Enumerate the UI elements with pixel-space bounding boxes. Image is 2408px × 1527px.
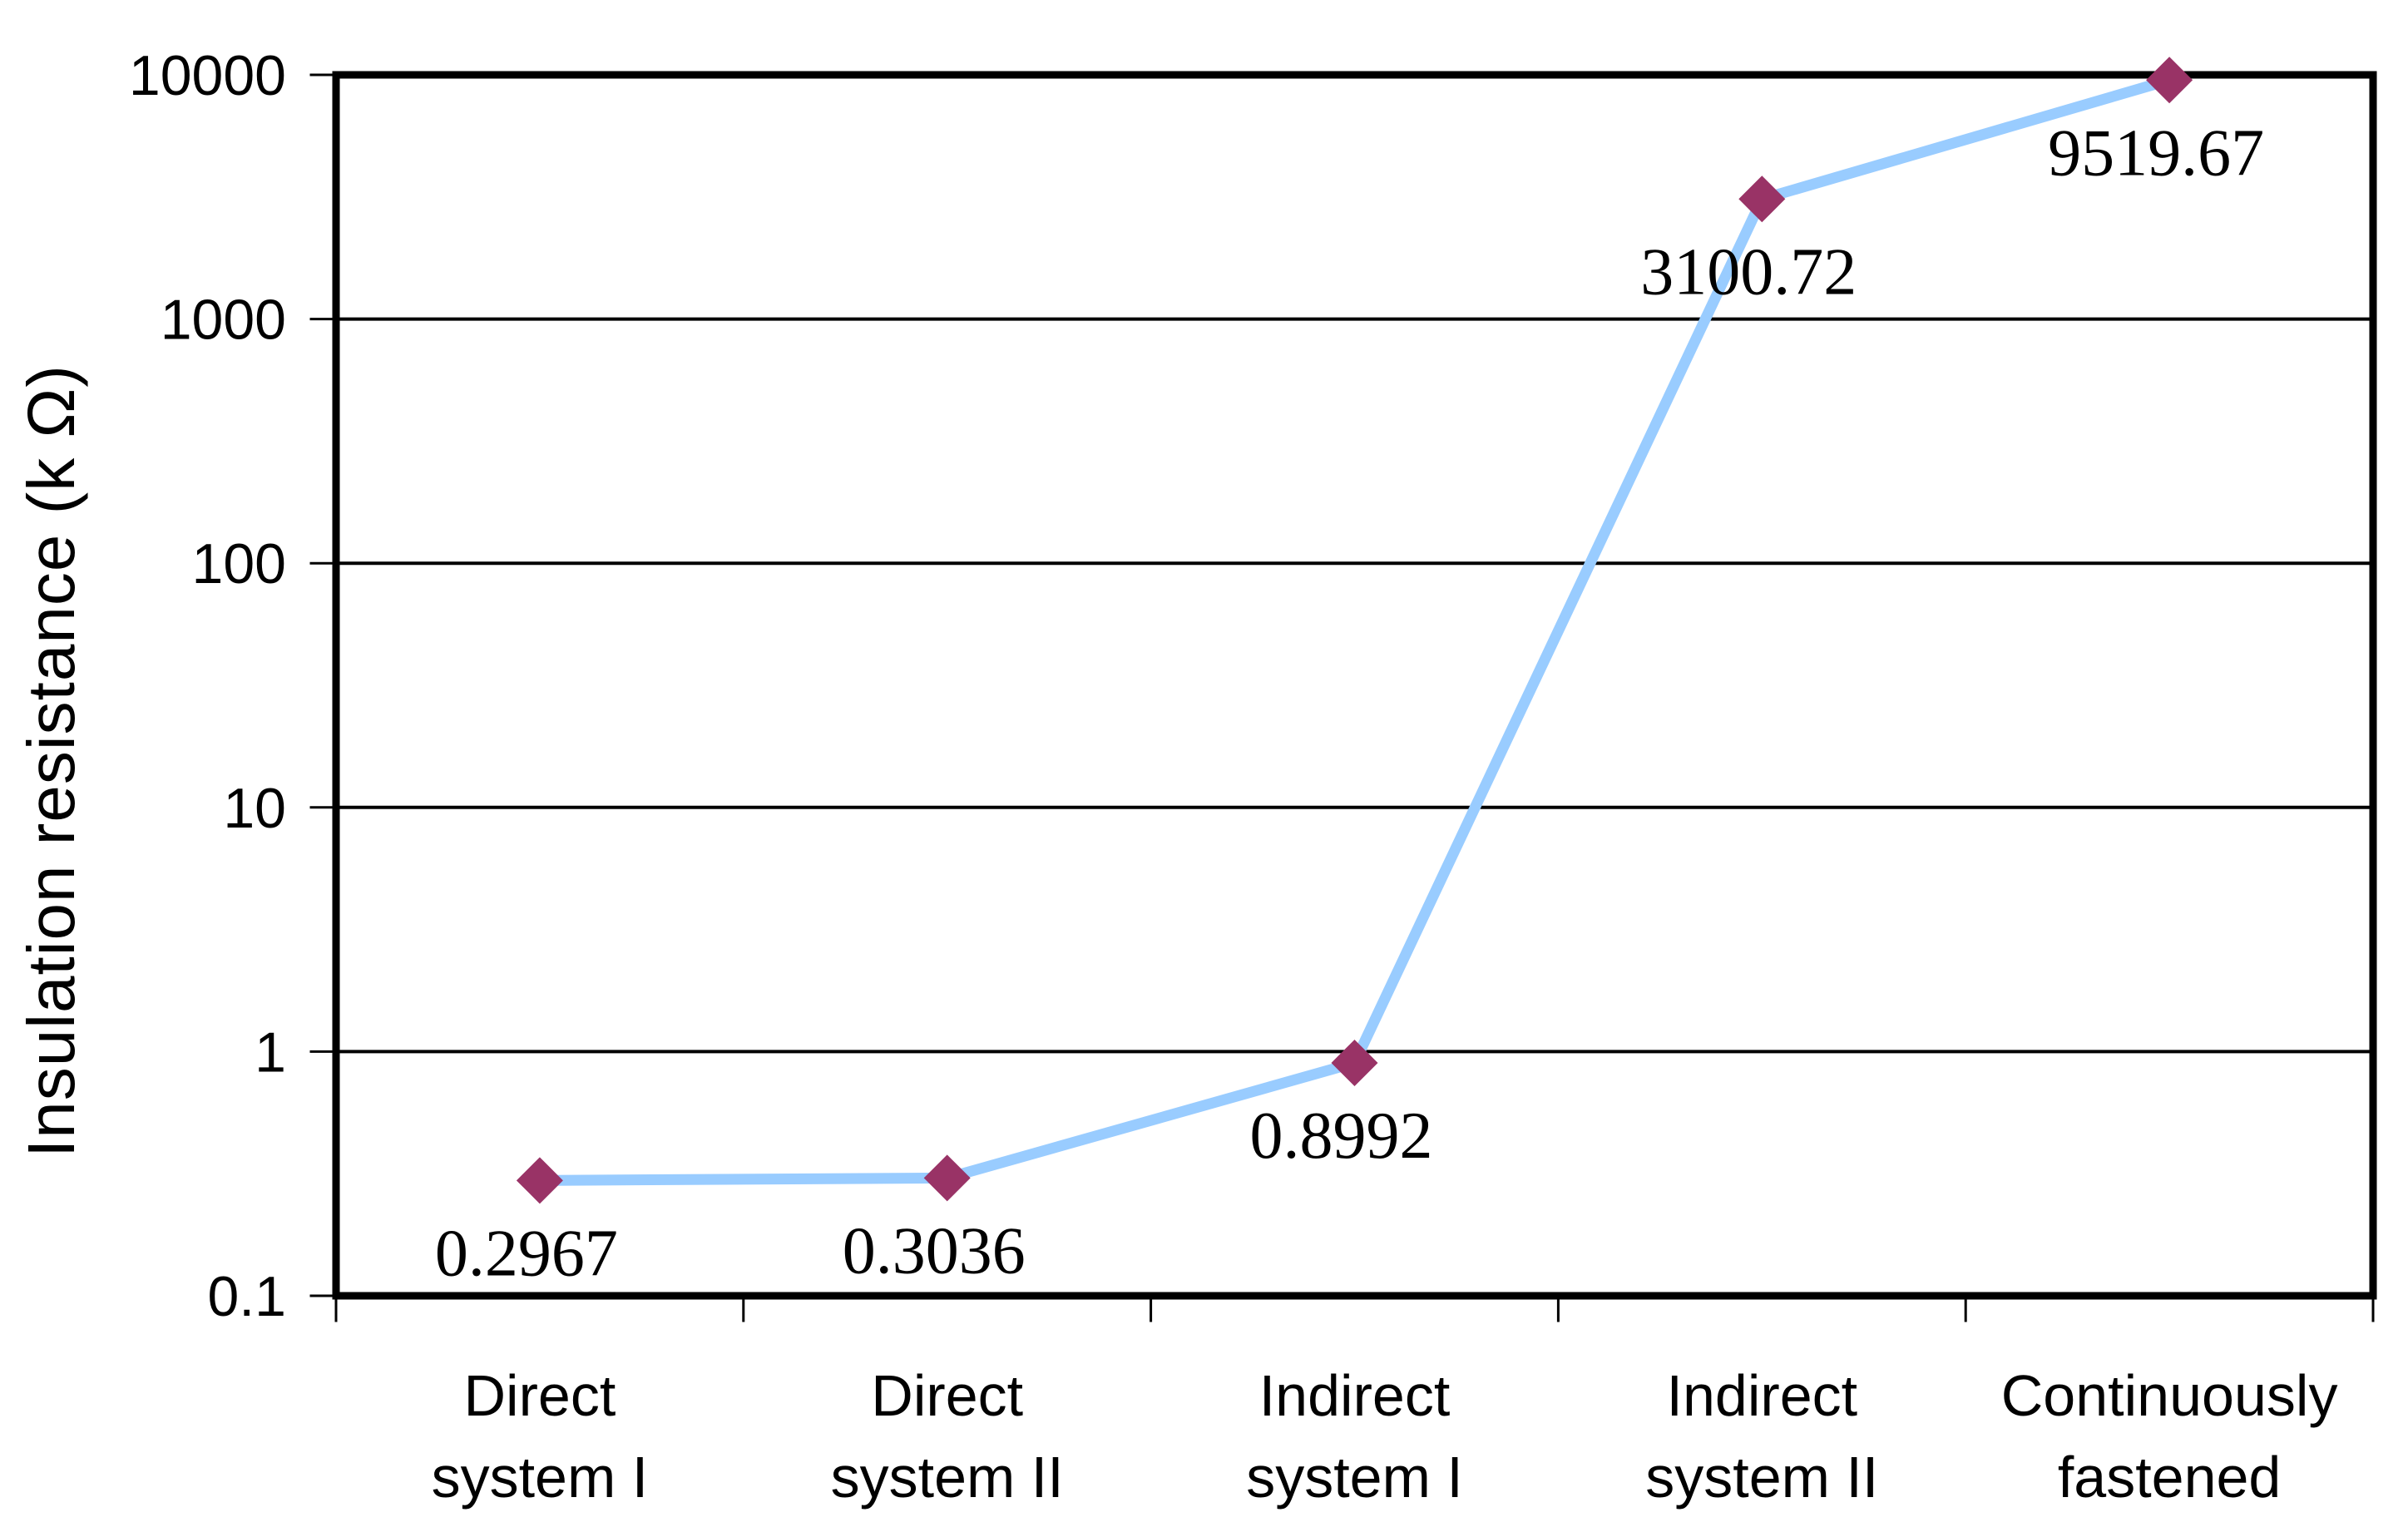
- data-point-marker: [2146, 57, 2193, 104]
- y-tick-label: 10000: [129, 44, 286, 107]
- data-label: 0.2967: [435, 1217, 618, 1290]
- data-point-marker: [516, 1157, 563, 1204]
- data-label: 9519.67: [2048, 116, 2264, 190]
- y-tick-label: 1000: [161, 289, 286, 352]
- y-tick-label: 1: [255, 1020, 286, 1084]
- data-point-marker: [1738, 175, 1786, 223]
- data-point-marker: [1331, 1039, 1378, 1086]
- y-tick-label: 100: [192, 532, 286, 595]
- category-label: Indirect system II: [1645, 1363, 1878, 1510]
- y-axis-title: Insulation resistance (k Ω): [14, 364, 88, 1158]
- category-label: Direct system II: [831, 1363, 1064, 1510]
- data-label: 3100.72: [1640, 235, 1857, 309]
- category-label: Direct system I: [432, 1363, 649, 1510]
- y-tick-label: 10: [223, 777, 286, 840]
- y-tick-label: 0.1: [207, 1265, 286, 1328]
- category-label: Indirect system I: [1246, 1363, 1463, 1510]
- data-label: 0.8992: [1250, 1100, 1433, 1173]
- plot-border: [332, 71, 2377, 1300]
- data-label: 0.3036: [843, 1214, 1026, 1287]
- series-line: [539, 75, 2171, 1186]
- data-point-marker: [923, 1154, 971, 1202]
- category-label: Continuously fastened: [2001, 1363, 2338, 1510]
